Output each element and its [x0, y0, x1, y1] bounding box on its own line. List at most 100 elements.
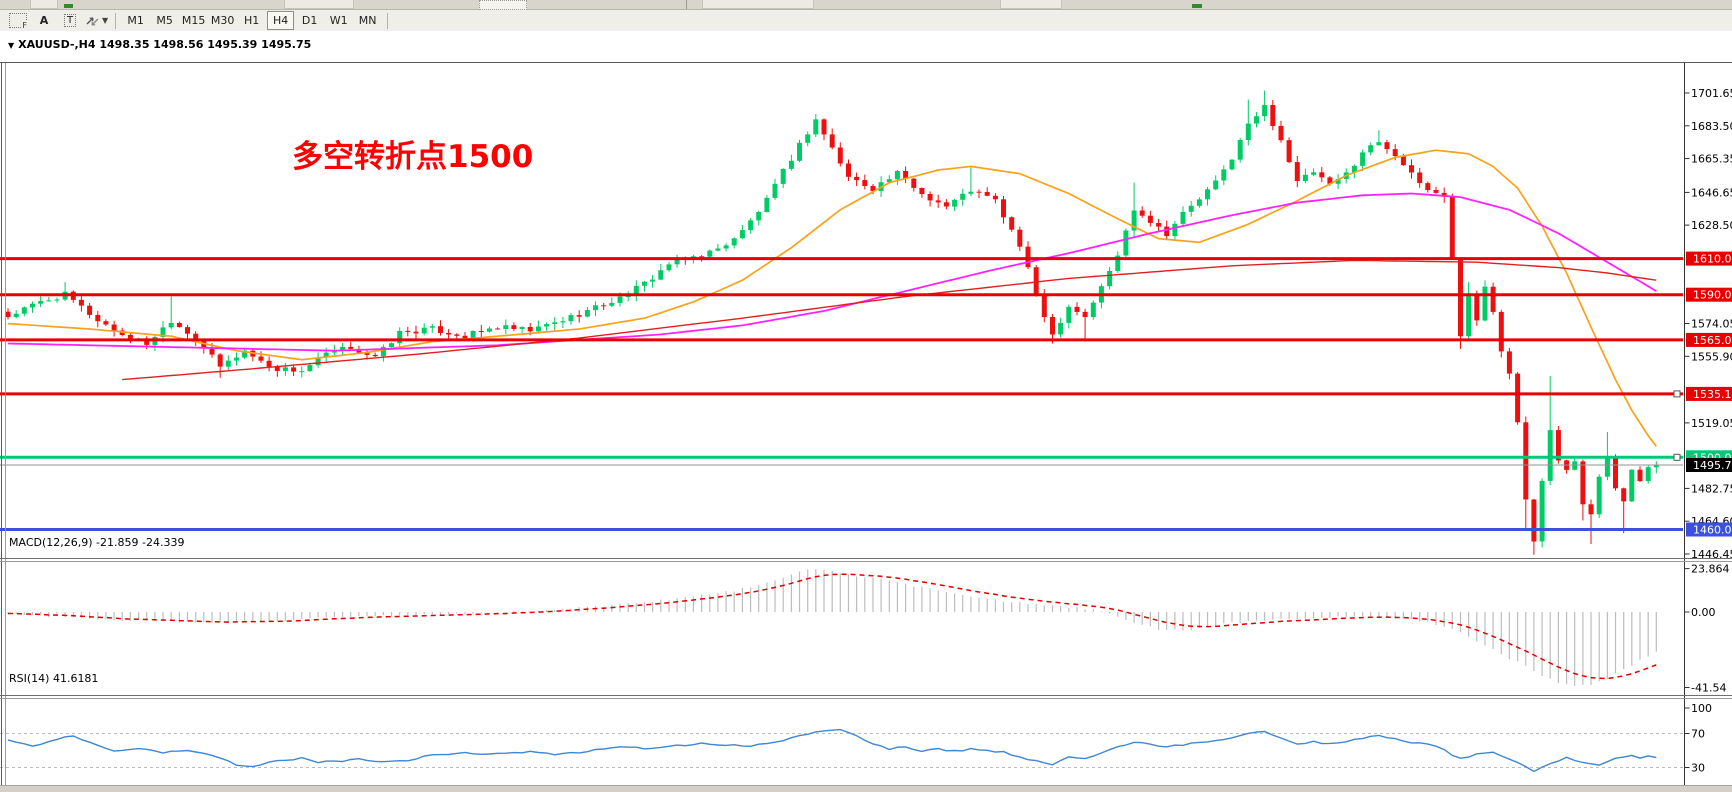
candle-body [1319, 172, 1325, 178]
price-axis-label: 1519.05 [1691, 417, 1732, 430]
candle-body [225, 360, 231, 367]
candle-body [1572, 461, 1578, 470]
price-axis-label: 1683.50 [1691, 120, 1732, 133]
candle-body [927, 194, 933, 201]
candle-body [699, 256, 705, 258]
candle-body [1588, 504, 1594, 515]
candle-body [723, 245, 729, 249]
candle-body [1221, 169, 1227, 181]
candle-body [837, 147, 843, 164]
candle-body [1596, 476, 1602, 515]
candle-body [1302, 174, 1308, 181]
current-price-label-bg [1686, 458, 1732, 472]
price-axis-label: 1446.45 [1691, 548, 1732, 561]
candle-body [1123, 230, 1129, 256]
candle-body [1417, 172, 1423, 184]
candle-body [54, 299, 60, 301]
candle-body [642, 281, 647, 286]
candle-body [568, 315, 574, 322]
hline-handle[interactable] [1673, 453, 1681, 461]
timeframe-button-M5[interactable]: M5 [156, 14, 173, 27]
candle-body [340, 346, 346, 351]
price-label-bg [1686, 251, 1732, 266]
candle-body [992, 195, 998, 200]
candle-body [282, 367, 288, 371]
candle-body [560, 321, 566, 323]
candle-body [87, 305, 93, 315]
candle-body [1441, 192, 1447, 197]
rsi-line [7, 728, 1657, 773]
candle-body [1131, 210, 1137, 231]
candle-body [1213, 180, 1219, 190]
price-axis-label: 1665.35 [1691, 153, 1732, 166]
timeframe-bar: M1 M5 M15 M30 H1 H4 D1 W1 MN [121, 11, 382, 30]
cursor-a-tool-button[interactable]: A [32, 11, 56, 30]
candle-body [30, 303, 35, 308]
candle-body [748, 220, 754, 231]
price-label-bg [1686, 332, 1732, 347]
macd-axis-label: 0.00 [1691, 606, 1716, 619]
candle-body [454, 334, 460, 336]
candle-body [593, 305, 598, 311]
price-label-bg [1686, 386, 1732, 401]
candle-body [1196, 199, 1202, 206]
candle-body [674, 258, 680, 265]
candle-body [658, 270, 664, 280]
timeframe-button-H1[interactable]: H1 [244, 14, 260, 27]
candle-body [372, 354, 378, 357]
candle-body [176, 323, 182, 328]
price-axis-label: 1482.75 [1691, 482, 1732, 495]
candle-body [486, 328, 492, 332]
candle-body [617, 296, 623, 303]
candle-body [217, 354, 223, 367]
candle-body [438, 326, 443, 333]
timeframe-button-W1[interactable]: W1 [329, 14, 348, 27]
ma-slow-line [122, 259, 1657, 381]
candle-body [829, 134, 835, 148]
strip-fragment-green [1192, 4, 1202, 8]
candle-body [821, 119, 827, 135]
candle-body [601, 305, 607, 307]
timeframe-button-M15[interactable]: M15 [181, 14, 206, 27]
candle-body [266, 360, 272, 367]
hline-handle[interactable] [1673, 390, 1681, 398]
candle-body [731, 238, 737, 246]
fast-navigation-tool-button[interactable]: F [6, 11, 30, 30]
collapse-triangle-icon[interactable]: ▼ [8, 41, 15, 50]
line-studies-tool-button[interactable]: ▼ [84, 11, 109, 30]
candle-body [364, 352, 370, 355]
candle-body [1058, 322, 1064, 335]
candle-body [943, 202, 949, 207]
strip-fragment [30, 0, 58, 9]
candle-body [495, 328, 501, 330]
chart-text-annotation[interactable]: 多空转折点1500 [292, 139, 534, 175]
candle-body [788, 160, 794, 169]
candle-body [1400, 156, 1406, 166]
timeframe-button-M30[interactable]: M30 [210, 14, 235, 27]
candle-body [413, 331, 419, 334]
candle-body [185, 327, 190, 334]
candle-body [715, 248, 721, 251]
strip-fragment [702, 0, 814, 9]
candle-body [1653, 465, 1659, 468]
candle-body [1156, 223, 1162, 227]
chart-window: ▼ XAUUSD-,H4 1498.35 1498.56 1495.39 1495… [0, 31, 1732, 792]
text-tool-button[interactable]: T [58, 11, 82, 30]
candle-body [1327, 177, 1333, 184]
price-chart-canvas[interactable]: 1701.65 1683.50 1665.35 1646.65 1628.50 1574.… [0, 31, 1732, 792]
timeframe-button-MN[interactable]: MN [358, 14, 377, 27]
candle-body [846, 163, 851, 177]
rsi-indicator-label: RSI(14) 41.6181 [9, 672, 99, 685]
candle-body [274, 366, 280, 371]
timeframe-button-M1[interactable]: M1 [127, 14, 144, 27]
macd-indicator-label: MACD(12,26,9) -21.859 -24.339 [9, 536, 185, 549]
strip-fragment [284, 0, 354, 9]
candle-body [348, 346, 354, 349]
candle-body [1466, 295, 1472, 337]
timeframe-button-D1[interactable]: D1 [301, 14, 318, 27]
candle-body [1262, 105, 1268, 117]
timeframe-button-H4[interactable]: H4 [267, 11, 295, 30]
candle-body [1498, 311, 1504, 352]
dropdown-caret-icon: ▼ [102, 16, 109, 25]
